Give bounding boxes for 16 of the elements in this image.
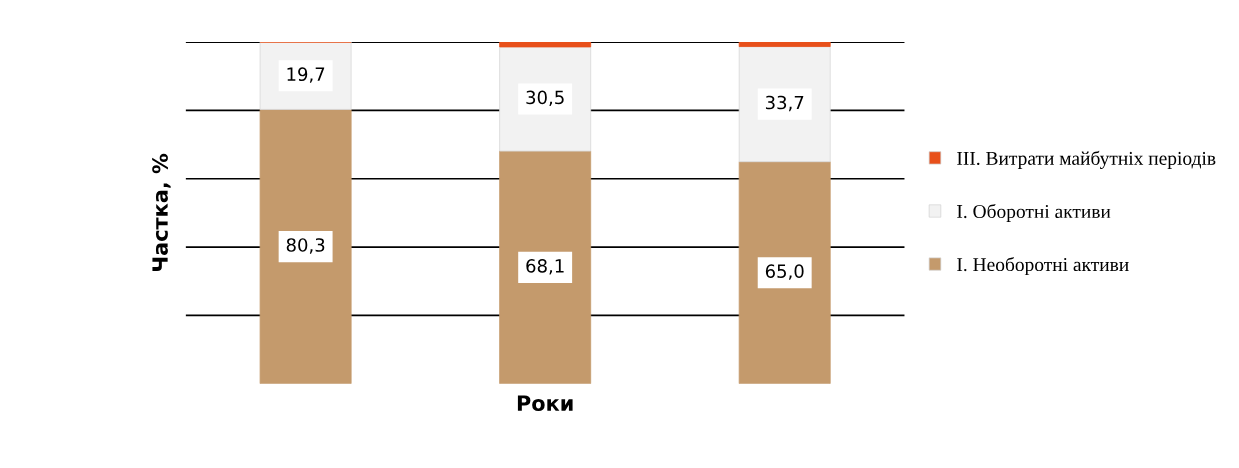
data-label: 65,0 bbox=[765, 264, 804, 280]
data-label: 30,5 bbox=[526, 90, 564, 107]
bar bbox=[499, 42, 592, 48]
data-label: 19,7 bbox=[287, 67, 325, 83]
bar bbox=[738, 42, 831, 47]
data-label: 33,7 bbox=[765, 95, 804, 112]
bar bbox=[499, 150, 592, 384]
bar bbox=[259, 109, 352, 384]
x-axis-title: Роки bbox=[517, 395, 573, 411]
legend-label: I. Необоротні активи bbox=[957, 257, 1129, 276]
data-label: 80,3 bbox=[286, 238, 325, 254]
y-axis-title: Частка, % bbox=[152, 153, 171, 272]
legend-label: I. Оборотні активи bbox=[957, 203, 1111, 222]
bar bbox=[738, 161, 831, 384]
legend-label: III. Витрати майбутніх періодів bbox=[957, 150, 1216, 169]
data-label: 68,1 bbox=[526, 259, 564, 275]
